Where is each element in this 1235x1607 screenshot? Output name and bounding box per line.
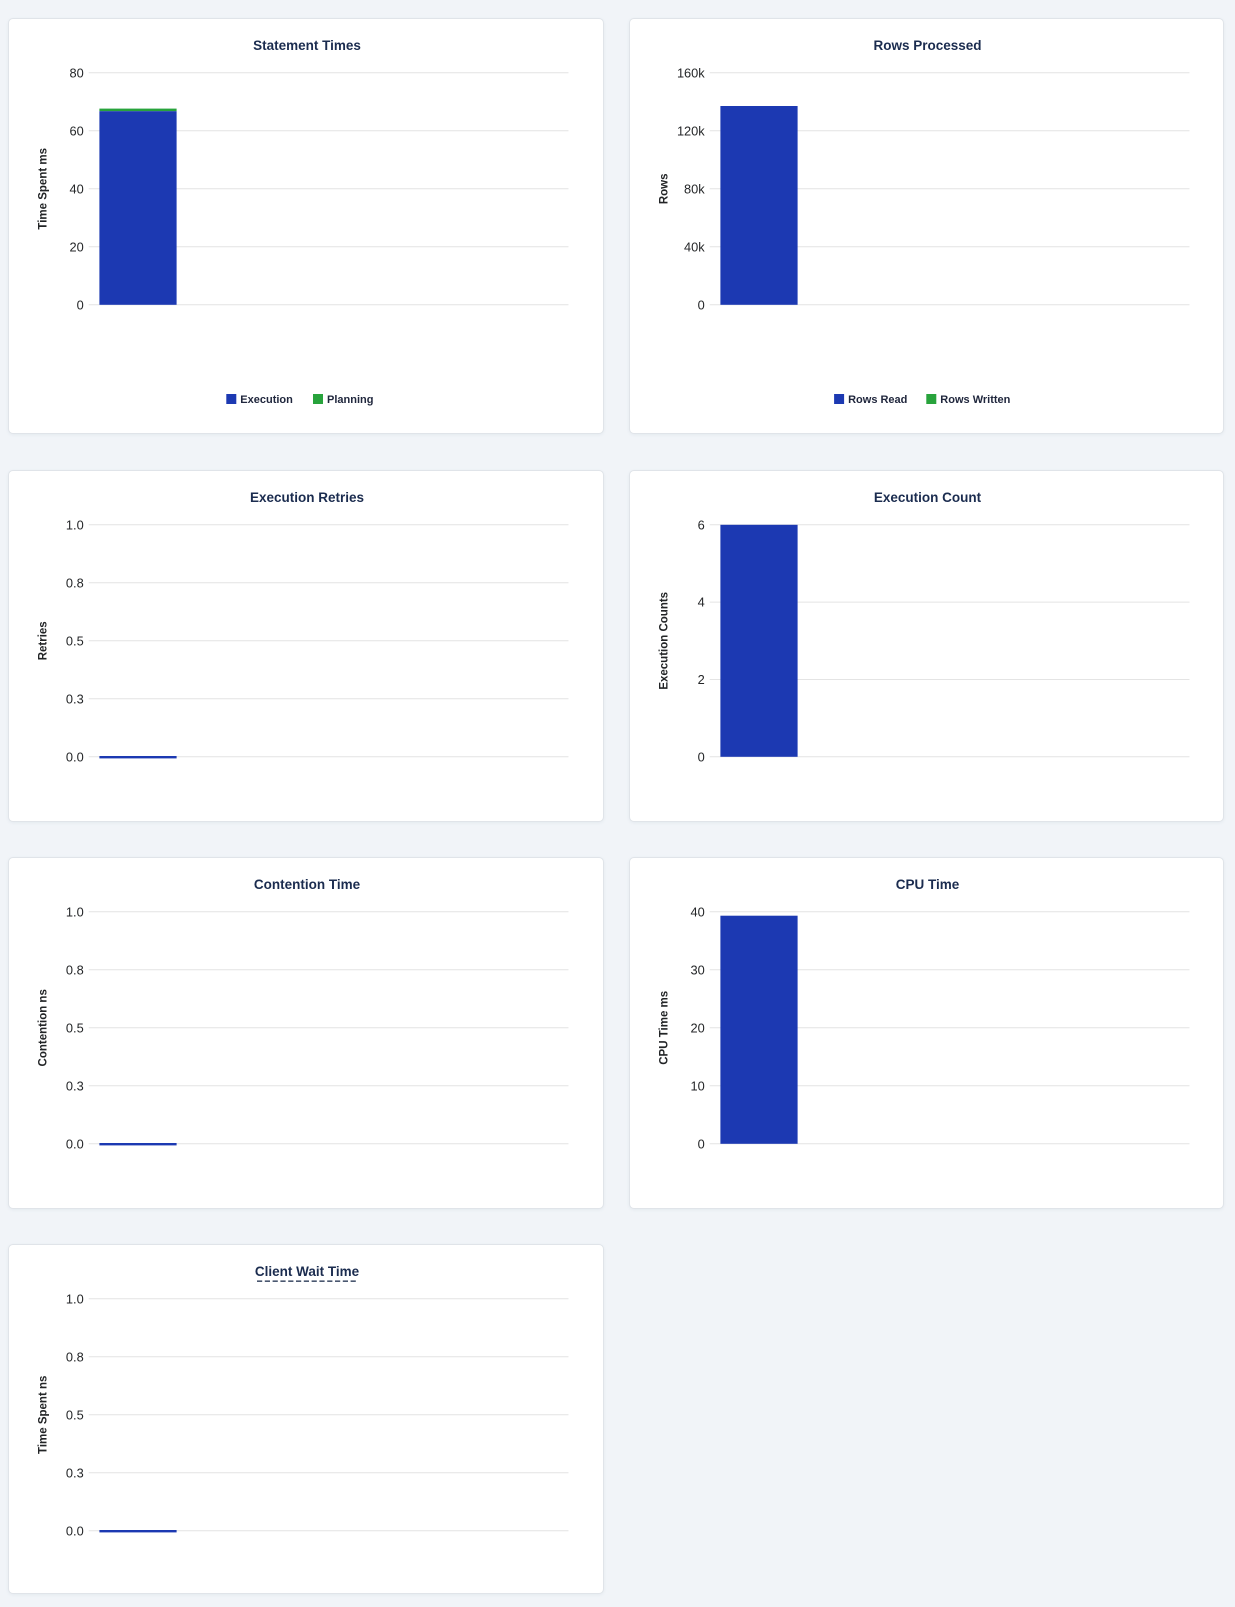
svg-text:0.8: 0.8 — [66, 962, 84, 977]
svg-text:160k: 160k — [677, 65, 705, 80]
svg-text:Rows: Rows — [659, 173, 671, 204]
svg-text:6: 6 — [698, 517, 705, 532]
svg-text:Execution Count: Execution Count — [874, 490, 982, 505]
svg-text:0.0: 0.0 — [66, 749, 84, 764]
svg-text:CPU Time: CPU Time — [896, 877, 960, 892]
svg-text:0.8: 0.8 — [66, 1349, 84, 1364]
svg-text:4: 4 — [698, 595, 705, 610]
svg-text:Rows Written: Rows Written — [940, 394, 1010, 406]
svg-text:CPU Time ms: CPU Time ms — [659, 991, 671, 1065]
svg-text:Rows Read: Rows Read — [848, 394, 907, 406]
svg-text:0: 0 — [698, 749, 705, 764]
svg-text:120k: 120k — [677, 123, 705, 138]
svg-text:0.5: 0.5 — [66, 1407, 84, 1422]
svg-text:10: 10 — [690, 1078, 704, 1093]
svg-text:20: 20 — [69, 239, 83, 254]
svg-text:Client Wait Time: Client Wait Time — [255, 1264, 360, 1279]
svg-text:0.0: 0.0 — [66, 1523, 84, 1538]
svg-text:2: 2 — [698, 672, 705, 687]
svg-text:Retries: Retries — [38, 621, 50, 660]
svg-text:0: 0 — [698, 297, 705, 312]
svg-text:80k: 80k — [684, 181, 705, 196]
svg-text:0.5: 0.5 — [66, 633, 84, 648]
svg-text:60: 60 — [69, 123, 83, 138]
svg-text:Contention ns: Contention ns — [38, 989, 50, 1066]
svg-text:Rows Processed: Rows Processed — [873, 38, 981, 53]
svg-text:40: 40 — [690, 904, 704, 919]
svg-text:Time Spent ns: Time Spent ns — [38, 1376, 50, 1454]
svg-text:30: 30 — [690, 962, 704, 977]
svg-text:20: 20 — [690, 1020, 704, 1035]
svg-text:0.0: 0.0 — [66, 1136, 84, 1151]
svg-text:0.8: 0.8 — [66, 575, 84, 590]
svg-text:Time Spent ms: Time Spent ms — [38, 148, 50, 230]
svg-text:Execution: Execution — [240, 394, 293, 406]
svg-text:0.3: 0.3 — [66, 1078, 84, 1093]
svg-text:0: 0 — [77, 297, 84, 312]
svg-text:40k: 40k — [684, 239, 705, 254]
svg-text:Execution Retries: Execution Retries — [250, 490, 364, 505]
svg-text:1.0: 1.0 — [66, 904, 84, 919]
svg-text:0.3: 0.3 — [66, 1465, 84, 1480]
svg-text:Planning: Planning — [327, 394, 373, 406]
svg-text:Statement Times: Statement Times — [253, 38, 361, 53]
svg-text:0.3: 0.3 — [66, 691, 84, 706]
svg-text:1.0: 1.0 — [66, 517, 84, 532]
svg-text:80: 80 — [69, 65, 83, 80]
svg-text:Contention Time: Contention Time — [254, 877, 361, 892]
svg-text:0: 0 — [698, 1136, 705, 1151]
svg-text:Execution Counts: Execution Counts — [659, 592, 671, 690]
svg-text:0.5: 0.5 — [66, 1020, 84, 1035]
svg-text:40: 40 — [69, 181, 83, 196]
svg-text:1.0: 1.0 — [66, 1291, 84, 1306]
